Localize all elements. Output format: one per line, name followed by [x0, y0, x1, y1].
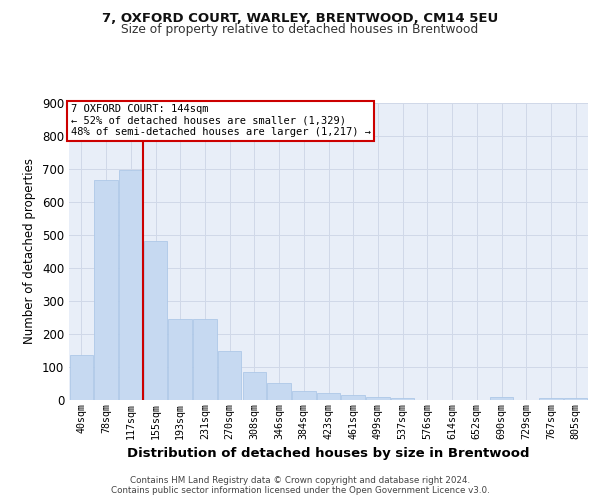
Text: Contains HM Land Registry data © Crown copyright and database right 2024.: Contains HM Land Registry data © Crown c…: [130, 476, 470, 485]
Text: Contains public sector information licensed under the Open Government Licence v3: Contains public sector information licen…: [110, 486, 490, 495]
Bar: [242, 372, 266, 400]
Text: 7, OXFORD COURT, WARLEY, BRENTWOOD, CM14 5EU: 7, OXFORD COURT, WARLEY, BRENTWOOD, CM14…: [102, 12, 498, 26]
Bar: [391, 398, 415, 400]
Bar: [94, 180, 118, 400]
Y-axis label: Number of detached properties: Number of detached properties: [23, 158, 37, 344]
Bar: [490, 398, 513, 400]
Text: Size of property relative to detached houses in Brentwood: Size of property relative to detached ho…: [121, 24, 479, 36]
Bar: [317, 394, 340, 400]
Bar: [119, 170, 143, 400]
Bar: [268, 384, 291, 400]
Bar: [341, 396, 365, 400]
Bar: [564, 398, 587, 400]
Bar: [70, 354, 93, 400]
Bar: [218, 352, 241, 400]
Bar: [366, 397, 389, 400]
Bar: [193, 318, 217, 400]
Bar: [169, 318, 192, 400]
Bar: [144, 240, 167, 400]
X-axis label: Distribution of detached houses by size in Brentwood: Distribution of detached houses by size …: [127, 447, 530, 460]
Text: 7 OXFORD COURT: 144sqm
← 52% of detached houses are smaller (1,329)
48% of semi-: 7 OXFORD COURT: 144sqm ← 52% of detached…: [71, 104, 371, 138]
Bar: [539, 398, 563, 400]
Bar: [292, 391, 316, 400]
